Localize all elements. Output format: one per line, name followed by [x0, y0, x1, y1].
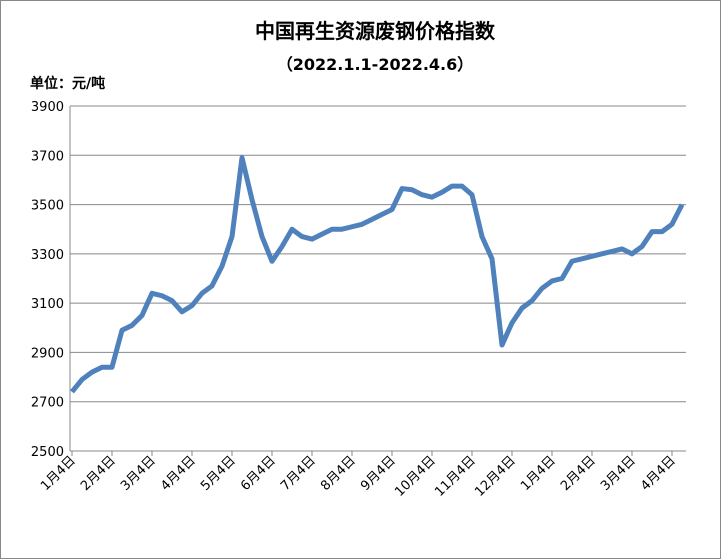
y-tick-label: 2500	[31, 445, 64, 460]
y-tick-label: 3700	[31, 149, 64, 164]
y-tick-label: 3300	[31, 248, 64, 263]
y-tick-label: 2900	[31, 346, 64, 361]
data-line	[70, 155, 685, 394]
y-tick-label: 3500	[31, 199, 64, 214]
y-tick-label: 3100	[31, 297, 64, 312]
y-tick-label: 2700	[31, 396, 64, 411]
y-tick-label: 3900	[31, 100, 64, 115]
chart-subtitle: （2022.1.1-2022.4.6）	[277, 55, 474, 74]
chart-title: 中国再生资源废钢价格指数	[255, 19, 496, 43]
y-axis-label: 单位：元/吨	[30, 75, 105, 92]
